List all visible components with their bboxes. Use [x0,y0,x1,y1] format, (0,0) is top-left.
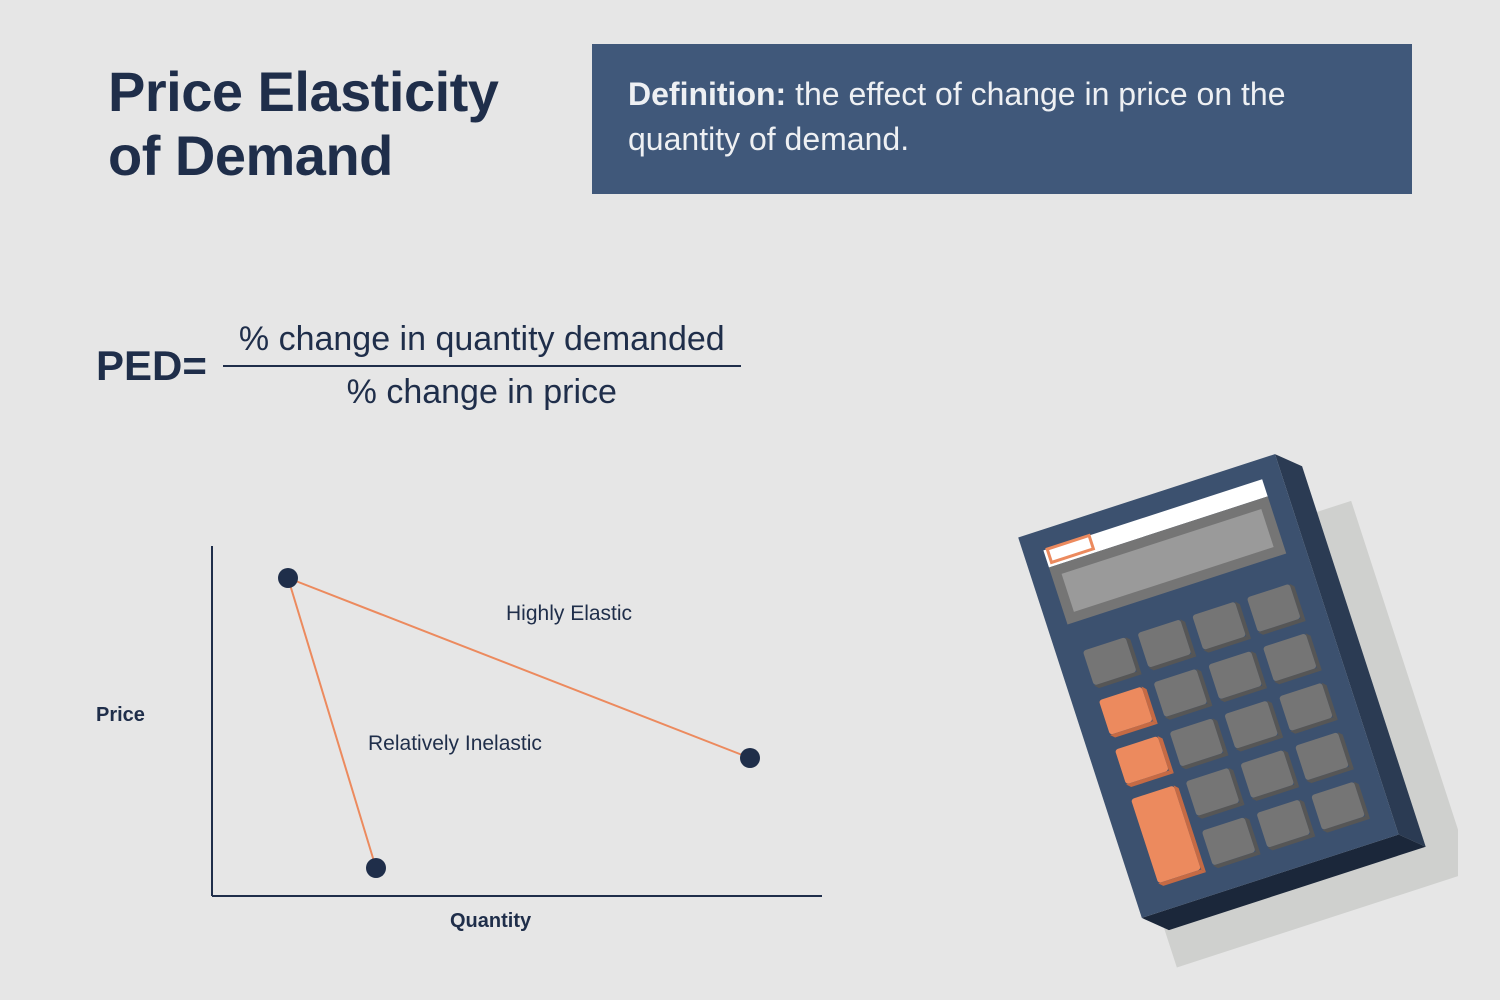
x-axis-label: Quantity [450,910,531,933]
title-line2: of Demand [108,124,393,187]
label-highly-elastic: Highly Elastic [506,602,632,626]
formula-lhs: PED= [96,342,207,390]
y-axis-label: Price [96,704,145,727]
formula-numerator: % change in quantity demanded [223,314,741,365]
title-line1: Price Elasticity [108,60,498,123]
calculator-icon [938,374,1458,974]
calculator-svg [938,374,1458,974]
definition-label: Definition: [628,76,786,112]
ped-formula: PED= % change in quantity demanded % cha… [96,314,741,418]
label-relatively-inelastic: Relatively Inelastic [368,732,542,756]
formula-denominator: % change in price [331,367,633,418]
definition-box: Definition: the effect of change in pric… [592,44,1412,194]
formula-fraction: % change in quantity demanded % change i… [223,314,741,418]
elasticity-chart: Price Quantity Highly Elastic Relatively… [160,536,840,936]
page-title: Price Elasticity of Demand [108,60,498,189]
